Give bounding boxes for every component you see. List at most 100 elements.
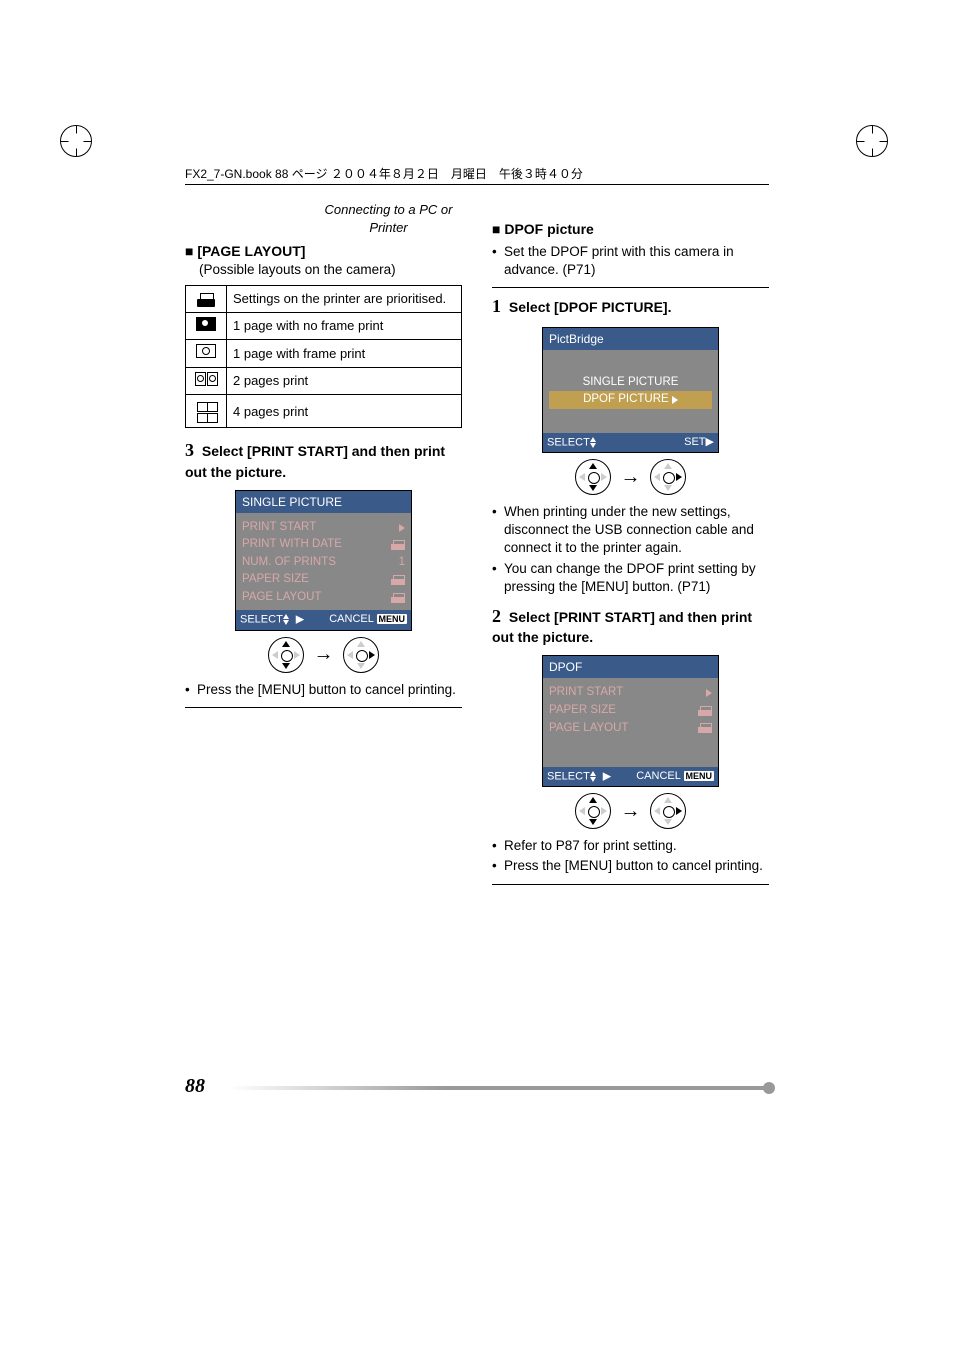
lcd-label: PAGE LAYOUT <box>242 590 321 606</box>
step-text: Select [PRINT START] and then print out … <box>492 609 752 645</box>
lcd-label: PRINT WITH DATE <box>242 537 342 553</box>
page-footer-line <box>230 1086 769 1090</box>
page-number: 88 <box>185 1075 205 1098</box>
dpad-diagram: → <box>492 459 769 495</box>
bullet-list: Refer to P87 for print setting. Press th… <box>492 837 769 875</box>
lcd-row: PAPER SIZE <box>242 571 405 589</box>
table-cell: 1 page with no frame print <box>227 312 462 340</box>
updown-icon <box>590 435 603 450</box>
lcd-label: PRINT START <box>549 685 623 701</box>
table-cell: Settings on the printer are prioritised. <box>227 286 462 313</box>
lcd-footer-right: CANCEL MENU <box>636 769 714 784</box>
lcd-title: PictBridge <box>543 328 718 350</box>
bullet-list: Press the [MENU] button to cancel printi… <box>185 681 462 699</box>
dpad-icon <box>650 459 686 495</box>
lcd-row: SINGLE PICTURE <box>549 374 712 392</box>
lcd-footer-left: SELECT▶ <box>240 612 304 627</box>
divider <box>185 707 462 708</box>
footer-right-text: CANCEL <box>329 613 373 625</box>
lcd-label: PAGE LAYOUT <box>549 721 628 737</box>
icon-1page-noframe <box>186 312 227 340</box>
lcd-label: SINGLE PICTURE <box>583 375 679 391</box>
dpad-icon <box>575 459 611 495</box>
icon-4pages <box>186 395 227 428</box>
lcd-footer-right: CANCEL MENU <box>329 612 407 627</box>
arrow-icon: → <box>314 641 334 668</box>
printer-icon <box>698 706 712 716</box>
lcd-row: PAGE LAYOUT <box>242 589 405 607</box>
table-row: 1 page with no frame print <box>186 312 462 340</box>
lcd-row: PRINT WITH DATE <box>242 536 405 554</box>
play-icon <box>706 689 712 697</box>
lcd-row: PRINT START <box>549 684 712 702</box>
lcd-row: NUM. OF PRINTS1 <box>242 554 405 572</box>
bullet-list: When printing under the new settings, di… <box>492 503 769 596</box>
printer-icon <box>698 723 712 733</box>
lcd-title: DPOF <box>543 656 718 678</box>
step-2: 2 Select [PRINT START] and then print ou… <box>492 604 769 647</box>
lcd-row: DPOF PICTURE <box>549 391 712 409</box>
lcd-value: 1 <box>399 555 405 571</box>
lcd-body: PRINT START PAPER SIZE PAGE LAYOUT <box>543 678 718 767</box>
lcd-pictbridge: PictBridge SINGLE PICTURE DPOF PICTURE S… <box>542 327 719 453</box>
step-text: Select [DPOF PICTURE]. <box>509 299 672 315</box>
lcd-label: PRINT START <box>242 520 316 536</box>
lcd-footer-right: SET▶ <box>684 435 714 450</box>
crop-mark <box>856 125 894 163</box>
dpad-icon <box>650 793 686 829</box>
lcd-single-picture: SINGLE PICTURE PRINT START PRINT WITH DA… <box>235 490 412 631</box>
lcd-dpof: DPOF PRINT START PAPER SIZE PAGE LAYOUT … <box>542 655 719 787</box>
dpad-icon <box>575 793 611 829</box>
left-column: Connecting to a PC or Printer ■ [PAGE LA… <box>185 205 462 891</box>
icon-2pages <box>186 367 227 395</box>
step-number: 2 <box>492 606 501 626</box>
header-text: FX2_7-GN.book 88 ページ ２００４年８月２日 月曜日 午後３時４… <box>185 167 583 181</box>
table-cell: 4 pages print <box>227 395 462 428</box>
arrow-icon: → <box>621 798 641 825</box>
dpad-icon <box>268 637 304 673</box>
footer-right-text: CANCEL <box>636 770 680 782</box>
content-columns: Connecting to a PC or Printer ■ [PAGE LA… <box>185 205 769 891</box>
footer-left-text: SELECT <box>240 614 283 626</box>
lcd-body: PRINT START PRINT WITH DATE NUM. OF PRIN… <box>236 513 411 611</box>
list-item: Press the [MENU] button to cancel printi… <box>185 681 462 699</box>
icon-1page-frame <box>186 340 227 368</box>
right-column: ■ DPOF picture Set the DPOF print with t… <box>492 205 769 891</box>
lcd-footer-left: SELECT▶ <box>547 769 611 784</box>
list-item: Refer to P87 for print setting. <box>492 837 769 855</box>
play-icon <box>672 396 678 404</box>
table-cell: 2 pages print <box>227 367 462 395</box>
bullet-list: Set the DPOF print with this camera in a… <box>492 243 769 279</box>
step-3: 3 Select [PRINT START] and then print ou… <box>185 438 462 481</box>
dpad-icon <box>343 637 379 673</box>
table-row: 1 page with frame print <box>186 340 462 368</box>
printer-icon <box>391 575 405 585</box>
footer-right-text: SET <box>684 436 705 448</box>
footer-left-text: SELECT <box>547 770 590 782</box>
list-item: You can change the DPOF print setting by… <box>492 560 769 596</box>
step-number: 3 <box>185 440 194 460</box>
menu-badge: MENU <box>684 771 715 781</box>
menu-badge: MENU <box>377 614 408 624</box>
step-text: Select [PRINT START] and then print out … <box>185 443 445 479</box>
list-item: When printing under the new settings, di… <box>492 503 769 558</box>
dpof-heading: ■ DPOF picture <box>492 220 769 239</box>
updown-icon <box>590 769 603 784</box>
lcd-label: PAPER SIZE <box>549 703 616 719</box>
page-layout-sub: (Possible layouts on the camera) <box>185 261 462 279</box>
lcd-footer-left: SELECT <box>547 435 603 450</box>
footer-left-text: SELECT <box>547 436 590 448</box>
play-icon <box>399 524 405 532</box>
manual-page: FX2_7-GN.book 88 ページ ２００４年８月２日 月曜日 午後３時４… <box>0 0 954 1348</box>
lcd-footer: SELECT SET▶ <box>543 433 718 452</box>
dpad-diagram: → <box>185 637 462 673</box>
dpad-diagram: → <box>492 793 769 829</box>
printer-icon <box>391 593 405 603</box>
arrow-icon: → <box>621 464 641 491</box>
table-row: Settings on the printer are prioritised. <box>186 286 462 313</box>
lcd-row: PAGE LAYOUT <box>549 720 712 738</box>
lcd-row: PAPER SIZE <box>549 702 712 720</box>
icon-printer-priority <box>186 286 227 313</box>
step-number: 1 <box>492 296 501 316</box>
layout-table: Settings on the printer are prioritised.… <box>185 285 462 428</box>
